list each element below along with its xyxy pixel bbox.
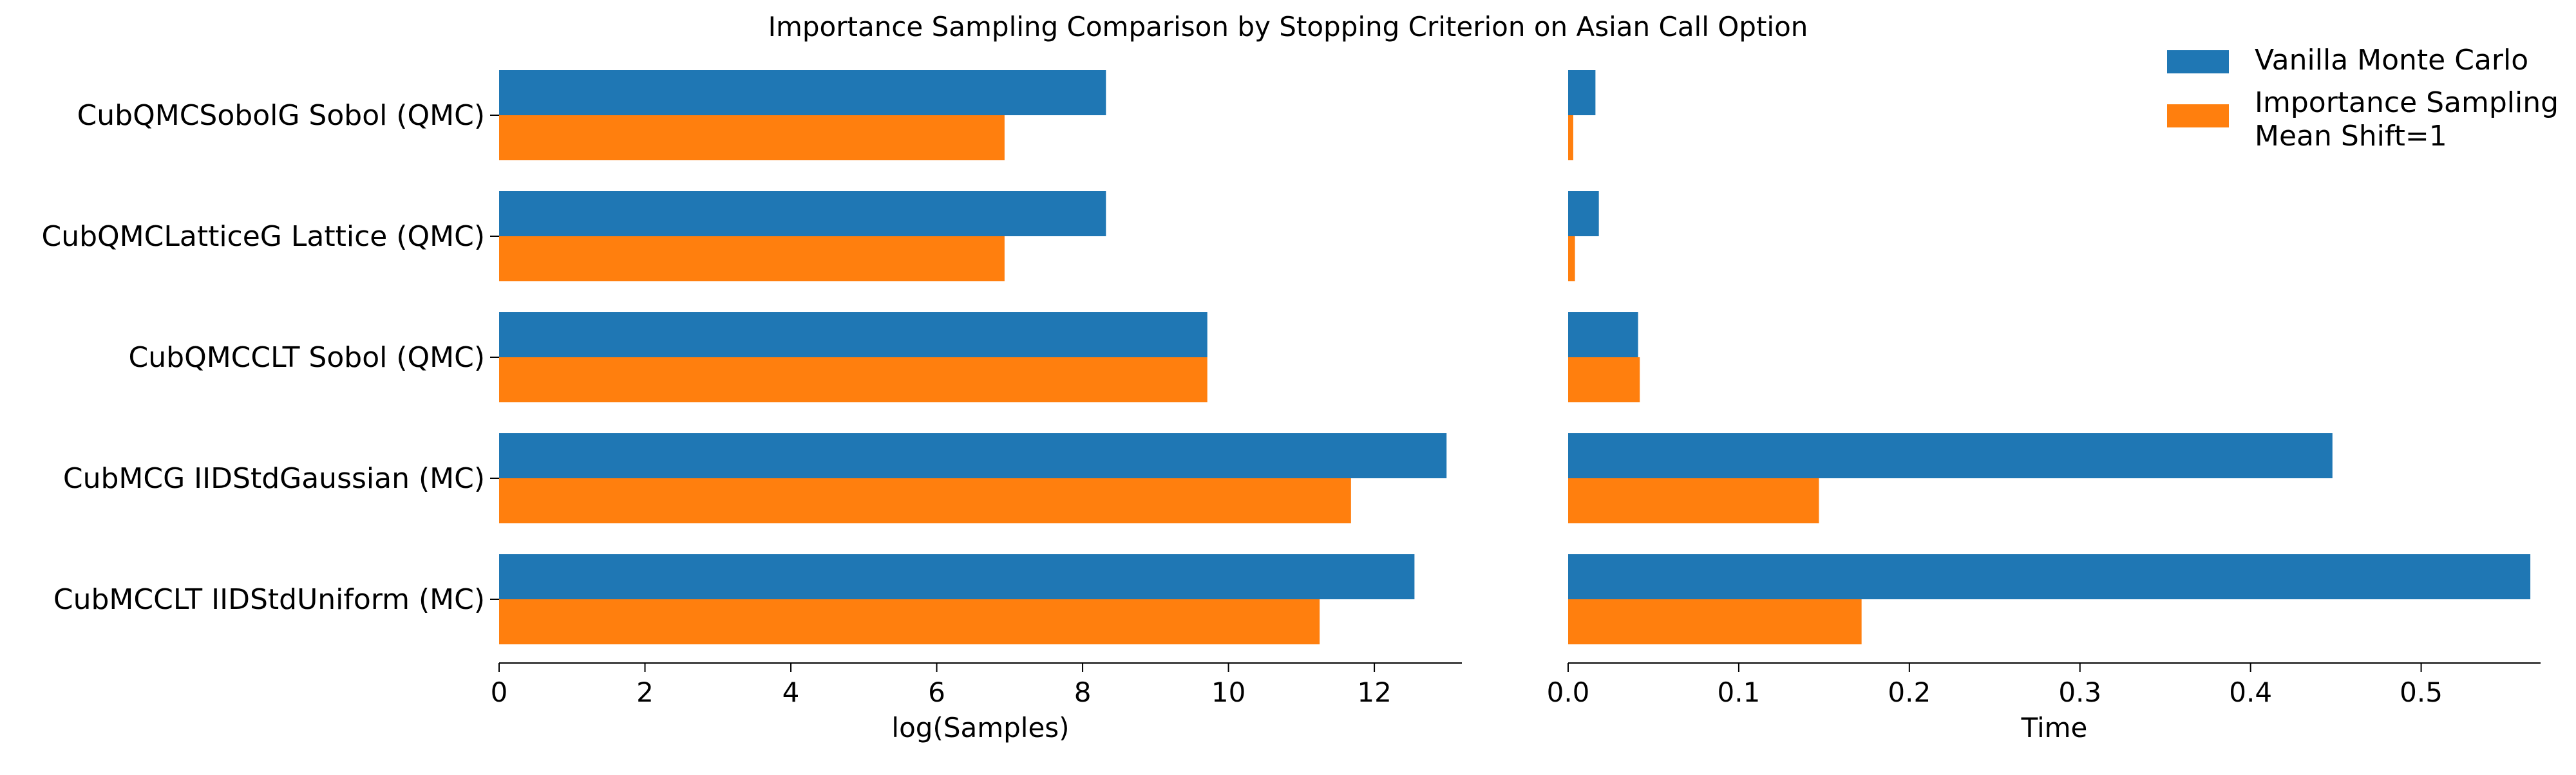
- bar-log-samples-series-0-cat-1: [499, 191, 1106, 236]
- x-axis-label-log-samples: log(Samples): [891, 712, 1069, 743]
- x-tick-label-log-samples: 0: [491, 677, 508, 708]
- bar-log-samples-series-1-cat-0: [499, 115, 1005, 160]
- panel-time: 0.0 0.1 0.2 0.3 0.4 0.5 Time: [1547, 70, 2541, 743]
- bar-log-samples-series-0-cat-0: [499, 70, 1106, 115]
- bar-time-series-1-cat-3: [1568, 478, 1819, 523]
- x-axis-label-time: Time: [2021, 712, 2088, 743]
- x-tick-label-log-samples: 10: [1211, 677, 1245, 708]
- bar-log-samples-series-1-cat-4: [499, 599, 1320, 644]
- x-tick-label-time: 0.0: [1547, 677, 1590, 708]
- x-tick-label-log-samples: 2: [636, 677, 654, 708]
- category-label: CubMCG IIDStdGaussian (MC): [63, 462, 485, 495]
- bar-time-series-1-cat-1: [1568, 236, 1575, 281]
- bar-time-series-1-cat-4: [1568, 599, 1862, 644]
- bar-time-series-0-cat-0: [1568, 70, 1596, 115]
- x-tick-label-log-samples: 8: [1074, 677, 1092, 708]
- bar-time-series-0-cat-4: [1568, 554, 2531, 599]
- category-labels: CubQMCSobolG Sobol (QMC) CubQMCLatticeG L…: [41, 99, 499, 616]
- x-tick-label-log-samples: 4: [782, 677, 800, 708]
- category-label: CubQMCSobolG Sobol (QMC): [77, 99, 485, 132]
- bar-log-samples-series-1-cat-3: [499, 478, 1351, 523]
- bar-time-series-0-cat-2: [1568, 312, 1638, 357]
- legend-label: Importance Sampling Mean Shift=1: [2255, 86, 2559, 153]
- panel-log-samples: 0 2 4 6 8 10 12 log(Samples): [491, 70, 1462, 743]
- x-tick-label-time: 0.4: [2229, 677, 2272, 708]
- legend-label: Vanilla Monte Carlo: [2255, 44, 2528, 77]
- bar-log-samples-series-1-cat-2: [499, 357, 1208, 402]
- x-tick-label-time: 0.1: [1718, 677, 1761, 708]
- bar-log-samples-series-0-cat-4: [499, 554, 1415, 599]
- bar-log-samples-series-0-cat-2: [499, 312, 1208, 357]
- legend-swatch: [2167, 104, 2229, 127]
- x-tick-label-log-samples: 6: [928, 677, 945, 708]
- x-tick-label-log-samples: 12: [1357, 677, 1391, 708]
- x-tick-label-time: 0.3: [2058, 677, 2101, 708]
- bar-log-samples-series-0-cat-3: [499, 433, 1447, 478]
- category-label: CubQMCLatticeG Lattice (QMC): [41, 220, 485, 253]
- x-tick-label-time: 0.5: [2400, 677, 2443, 708]
- legend: Vanilla Monte Carlo Importance Sampling Me…: [2167, 44, 2559, 153]
- category-label: CubQMCCLT Sobol (QMC): [129, 341, 485, 374]
- category-label: CubMCCLT IIDStdUniform (MC): [53, 583, 485, 616]
- bar-time-series-1-cat-0: [1568, 115, 1573, 160]
- x-tick-label-time: 0.2: [1888, 677, 1931, 708]
- chart-title: Importance Sampling Comparison by Stoppi…: [768, 11, 1808, 42]
- bar-time-series-0-cat-1: [1568, 191, 1599, 236]
- bar-time-series-0-cat-3: [1568, 433, 2333, 478]
- bar-time-series-1-cat-2: [1568, 357, 1640, 402]
- bar-log-samples-series-1-cat-1: [499, 236, 1005, 281]
- legend-swatch: [2167, 50, 2229, 73]
